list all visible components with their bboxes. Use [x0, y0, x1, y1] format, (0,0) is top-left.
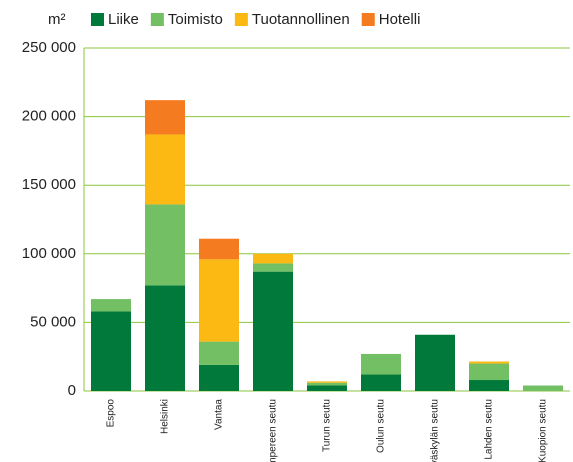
y-tick-label: 0 [68, 382, 76, 399]
bar-segment [469, 361, 509, 364]
x-tick-label: Oulun seutu [376, 399, 387, 453]
bar-segment [145, 134, 185, 205]
y-tick-label: 250 000 [22, 39, 76, 56]
bar-segment [199, 341, 239, 365]
x-tick-label: Espoo [106, 399, 117, 428]
legend-swatch [234, 13, 248, 26]
bar-segment [307, 385, 347, 391]
bar-segment [253, 263, 293, 272]
legend-swatch [91, 13, 104, 26]
bar-segment [145, 100, 185, 135]
bar-segment [415, 334, 455, 391]
x-tick-label: Lahden seutu [484, 399, 495, 460]
legend-swatch [361, 13, 375, 26]
x-tick-label: Kuopion seutu [538, 399, 549, 462]
bar-segment [469, 380, 509, 391]
bar-segment [199, 259, 239, 342]
x-tick-label: Turun seutu [322, 399, 333, 452]
legend-label: Tuotannollinen [252, 11, 350, 28]
bar-segment [361, 353, 401, 375]
bar-segment [253, 271, 293, 391]
y-tick-label: 150 000 [22, 176, 76, 193]
bar-segment [91, 299, 131, 312]
bar-segment [307, 381, 347, 383]
x-tick-label: Helsinki [160, 399, 171, 434]
y-tick-label: 200 000 [22, 108, 76, 125]
bar-segment [91, 311, 131, 391]
bar-segment [145, 285, 185, 391]
x-tick-label: Tampereen seutu [268, 399, 279, 462]
bar-segment [199, 238, 239, 260]
bar-segment [199, 364, 239, 391]
bar-segment [469, 363, 509, 381]
bar-segment [253, 253, 293, 264]
bar-segment [307, 382, 347, 386]
y-tick-label: 50 000 [30, 313, 76, 330]
bar-segment [145, 204, 185, 286]
y-unit: m² [48, 11, 66, 28]
y-tick-label: 100 000 [22, 245, 76, 262]
bar-segment [523, 385, 563, 391]
legend-label: Hotelli [379, 11, 421, 28]
legend-label: Toimisto [168, 11, 223, 28]
x-tick-label: Jyväskylän seutu [430, 399, 441, 462]
x-tick-label: Vantaa [214, 399, 225, 430]
bar-segment [361, 374, 401, 391]
legend-swatch [150, 13, 164, 26]
legend-label: Liike [108, 11, 139, 28]
